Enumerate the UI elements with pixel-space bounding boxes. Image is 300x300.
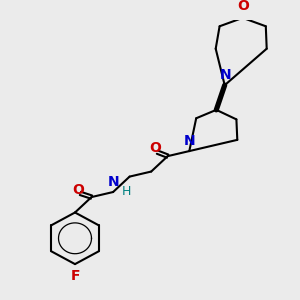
Text: N: N	[220, 68, 231, 82]
Text: O: O	[149, 141, 161, 155]
Text: O: O	[72, 183, 84, 197]
Text: O: O	[237, 0, 249, 13]
Text: F: F	[70, 269, 80, 283]
Text: H: H	[122, 185, 131, 198]
Text: N: N	[184, 134, 196, 148]
Text: N: N	[108, 175, 119, 189]
